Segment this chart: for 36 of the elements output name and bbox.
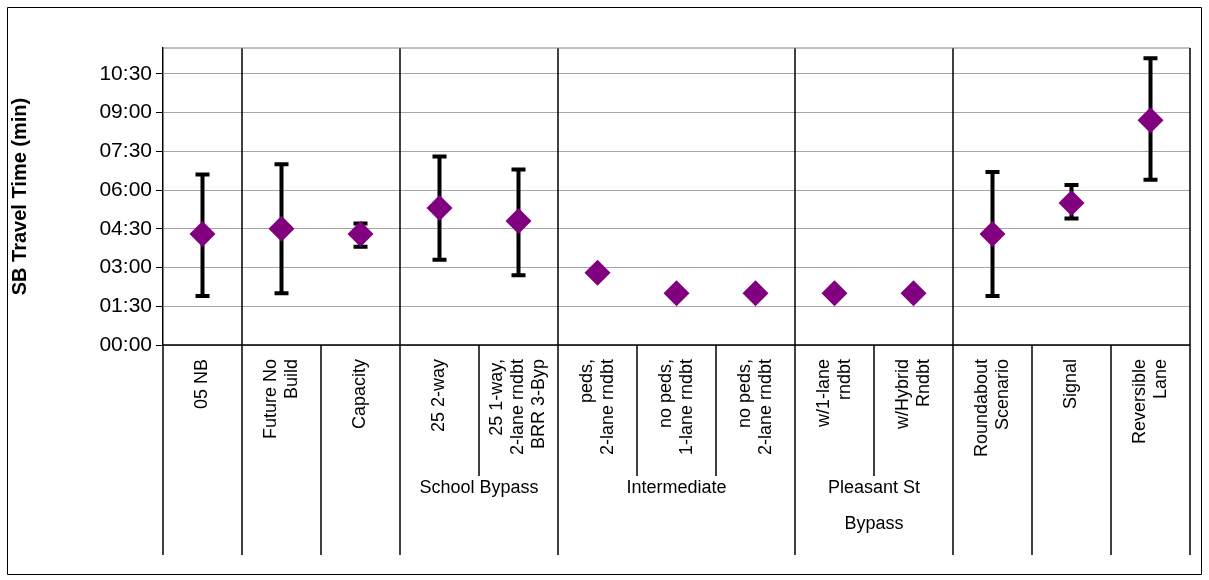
text: Intermediate (626, 476, 727, 497)
point (347, 220, 374, 247)
x-tick-label: Roundabout Scenario (970, 359, 1012, 458)
point (979, 220, 1006, 247)
point (268, 215, 295, 242)
point (821, 280, 848, 307)
x-tick-label: Capacity (349, 359, 370, 430)
x-tick-label: Future No Build (259, 359, 301, 440)
point (742, 280, 769, 307)
x-tick-label: Reversible Lane (1128, 359, 1170, 445)
y-tick-label: 01:30 (99, 293, 152, 317)
point (426, 195, 453, 222)
x-tick-label: w/1-lane rndbt (812, 359, 854, 429)
x-tick-label: 25 1-way, 2-lane rndbt BRR 3-Byp (486, 359, 549, 456)
text: School Bypass (419, 476, 539, 497)
x-tick-label: Signal (1060, 359, 1081, 410)
y-tick-label: 06:00 (99, 176, 152, 200)
point (584, 259, 611, 286)
text: Pleasant St Bypass (827, 476, 921, 533)
y-tick-label: 04:30 (99, 215, 152, 239)
x-tick-label: 05 NB (191, 359, 212, 410)
point (1137, 107, 1164, 134)
x-tick-label: w/Hybrid Rndbt (891, 359, 933, 431)
point (900, 280, 927, 307)
point (189, 220, 216, 247)
y-tick-label: 03:00 (99, 254, 152, 278)
y-tick-label: 00:00 (99, 331, 152, 355)
y-tick-label: 10:30 (99, 60, 152, 84)
y-axis-title: SB Travel Time (min) (7, 97, 30, 296)
point (663, 280, 690, 307)
point (1058, 189, 1085, 216)
point (505, 208, 532, 235)
x-tick-label: peds, 2-lane rndbt (575, 359, 617, 456)
y-tick-label: 09:00 (99, 99, 152, 123)
y-tick-label: 07:30 (99, 138, 152, 162)
x-tick-label: 25 2-way (428, 359, 449, 433)
